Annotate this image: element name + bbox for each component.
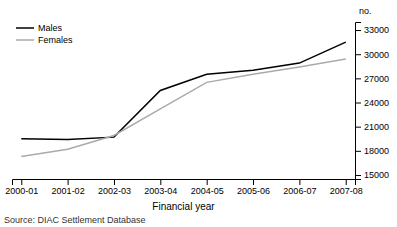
x-tick-mark [160, 179, 161, 185]
y-tick-mark [355, 78, 361, 79]
x-tick: 2005-06 [237, 179, 270, 196]
x-tick: 2000-01 [5, 179, 38, 196]
y-tick-label: 27000 [364, 74, 389, 84]
y-tick-mark [355, 30, 361, 31]
legend-item: Males [16, 23, 63, 33]
plot-area: 2000-01 2001-02 2002-03 2003-04 2004-05 2005-… [5, 6, 389, 212]
x-tick-mark [68, 179, 69, 185]
y-tick-label: 21000 [364, 122, 389, 132]
x-tick-mark [346, 179, 347, 185]
chart: 2000-01 2001-02 2002-03 2003-04 2004-05 2005-… [0, 0, 397, 227]
legend-swatch [16, 27, 34, 29]
x-tick-label: 2005-06 [237, 186, 270, 196]
x-tick: 2007-08 [330, 179, 363, 196]
y-tick-label: 24000 [364, 98, 389, 108]
y-tick-mark [355, 127, 361, 128]
lines [21, 42, 345, 156]
y-tick-label: 15000 [364, 170, 389, 180]
y-tick-label: 18000 [364, 146, 389, 156]
y-tick: 27000 [355, 74, 389, 84]
legend-label: Females [38, 35, 73, 45]
x-tick-label: 2006-07 [283, 186, 316, 196]
series-line [21, 42, 345, 139]
legend: Males Females [16, 23, 73, 45]
x-tick-label: 2001-02 [52, 186, 85, 196]
x-axis-title: Financial year [152, 201, 215, 212]
x-tick: 2003-04 [144, 179, 177, 196]
series-line [21, 59, 345, 156]
x-tick-label: 2007-08 [330, 186, 363, 196]
y-tick-mark [355, 54, 361, 55]
y-axis-title: no. [359, 6, 372, 16]
x-tick: 2006-07 [283, 179, 316, 196]
y-tick: 18000 [355, 146, 389, 156]
y-tick: 15000 [355, 170, 389, 180]
legend-item: Females [16, 35, 73, 45]
x-tick-label: 2000-01 [5, 186, 38, 196]
y-axis-line [356, 23, 362, 180]
y-tick: 30000 [355, 50, 389, 60]
x-tick-label: 2002-03 [98, 186, 131, 196]
x-tick-label: 2003-04 [144, 186, 177, 196]
x-tick-mark [299, 179, 300, 185]
y-tick: 21000 [355, 122, 389, 132]
x-tick-mark [21, 179, 22, 185]
y-tick-mark [355, 151, 361, 152]
x-tick: 2002-03 [98, 179, 131, 196]
y-tick-label: 33000 [364, 25, 389, 35]
x-tick-mark [253, 179, 254, 185]
legend-label: Males [38, 23, 63, 33]
y-tick-mark [355, 175, 361, 176]
y-axis: 15000 18000 21000 24000 27000 30000 33000 [355, 23, 389, 181]
x-tick-mark [114, 179, 115, 185]
x-tick: 2004-05 [191, 179, 224, 196]
legend-swatch [16, 39, 34, 41]
source-note: Source: DIAC Settlement Database [4, 215, 146, 225]
x-tick-label: 2004-05 [191, 186, 224, 196]
x-axis: 2000-01 2001-02 2002-03 2003-04 2004-05 2005-… [5, 179, 362, 196]
x-tick: 2001-02 [52, 179, 85, 196]
y-tick: 33000 [355, 25, 389, 35]
y-tick-mark [355, 103, 361, 104]
x-tick-mark [207, 179, 208, 185]
y-tick-label: 30000 [364, 50, 389, 60]
y-tick: 24000 [355, 98, 389, 108]
x-axis-line [13, 180, 356, 186]
